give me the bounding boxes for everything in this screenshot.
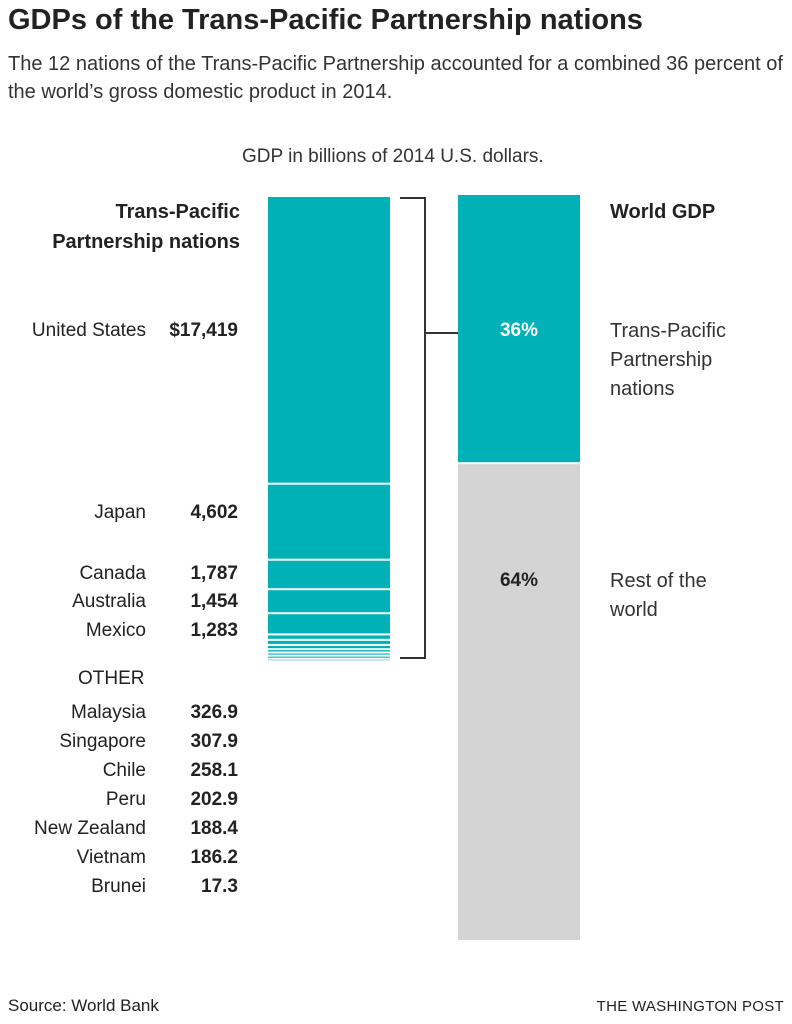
bar-segment-peru xyxy=(268,650,390,652)
bar-segment-new-zealand xyxy=(268,653,390,655)
bar-segment-rest-of-world xyxy=(458,464,580,940)
pct-label-tpp: 36% xyxy=(499,320,539,341)
value-label: 1,454 xyxy=(190,591,238,612)
bar-segment-united-states xyxy=(268,197,390,483)
country-label: Japan xyxy=(94,502,146,523)
source: Source: World Bank xyxy=(8,996,159,1015)
bar-segment-malaysia xyxy=(268,635,390,639)
country-label: Vietnam xyxy=(76,847,146,868)
country-label: Canada xyxy=(79,563,146,584)
bar-segment-japan xyxy=(268,484,390,559)
value-label: 307.9 xyxy=(190,731,238,752)
value-label: 1,787 xyxy=(190,563,238,584)
bar-segment-brunei xyxy=(268,659,390,661)
value-label: 258.1 xyxy=(190,760,238,781)
value-label: 188.4 xyxy=(190,818,238,839)
bar-segment-mexico xyxy=(268,614,390,634)
value-label: 17.3 xyxy=(201,876,238,897)
country-label: Mexico xyxy=(85,620,146,641)
country-label: Singapore xyxy=(59,731,146,752)
right-header: World GDP xyxy=(610,201,716,223)
bracket xyxy=(400,197,458,659)
country-label: Peru xyxy=(105,789,146,810)
right-label-tpp: Trans-Pacific Partnership nations xyxy=(610,320,726,400)
country-label: Brunei xyxy=(91,876,146,897)
bar-segment-tpp-share xyxy=(458,195,580,463)
country-label: Malaysia xyxy=(71,702,146,723)
unit-label: GDP in billions of 2014 U.S. dollars. xyxy=(242,146,544,167)
other-label: OTHER xyxy=(78,668,145,689)
value-label: 1,283 xyxy=(190,620,238,641)
value-label: 202.9 xyxy=(190,789,238,810)
country-label: New Zealand xyxy=(34,818,146,839)
bar-segment-canada xyxy=(268,560,390,589)
bar-segment-singapore xyxy=(268,640,390,644)
credit: THE WASHINGTON POST xyxy=(596,998,784,1015)
country-label: Australia xyxy=(72,591,146,612)
chart-subtitle: The 12 nations of the Trans-Pacific Part… xyxy=(8,53,783,103)
pct-label-rest: 64% xyxy=(499,570,539,591)
value-label: $17,419 xyxy=(169,320,238,341)
bar-segment-vietnam xyxy=(268,656,390,658)
value-label: 4,602 xyxy=(190,502,238,523)
value-label: 326.9 xyxy=(190,702,238,723)
chart-title: GDPs of the Trans-Pacific Partnership na… xyxy=(8,4,643,36)
country-label: Chile xyxy=(102,760,146,781)
right-label-rest: Rest of the world xyxy=(610,570,707,621)
bar-segment-australia xyxy=(268,590,390,613)
value-label: 186.2 xyxy=(190,847,238,868)
bar-segment-chile xyxy=(268,645,390,649)
left-header: Trans-Pacific Partnership nations xyxy=(52,201,240,253)
country-label: United States xyxy=(31,320,146,341)
